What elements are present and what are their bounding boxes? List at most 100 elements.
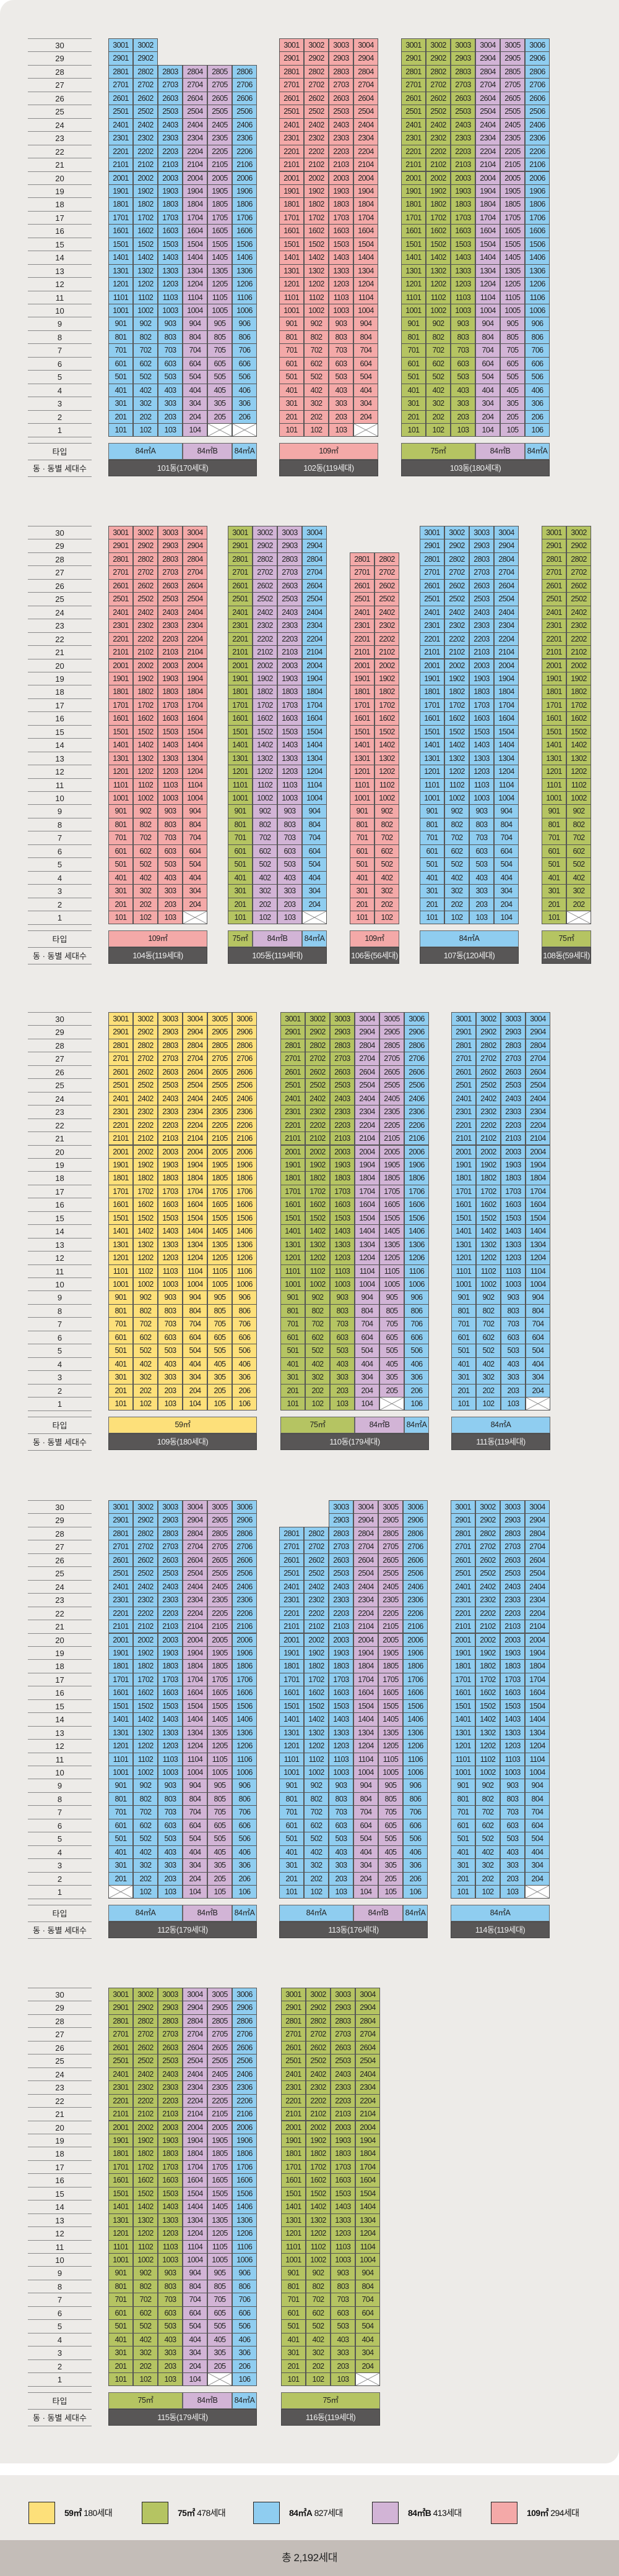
unit-cell: 2702 <box>476 1052 501 1066</box>
unit-cell: 2403 <box>469 605 494 620</box>
unit-cell: 202 <box>306 2359 331 2374</box>
unit-cell: 1404 <box>183 2200 207 2214</box>
unit-cell: 1404 <box>355 2200 380 2214</box>
unit-cell: 2605 <box>378 1553 403 1568</box>
floor-label: 28 <box>28 1038 92 1052</box>
unit-cell: 1201 <box>108 2226 133 2241</box>
unit-cell: 2405 <box>207 1579 232 1594</box>
unit-cell: 404 <box>475 383 500 398</box>
unit-cell: 1904 <box>525 1646 550 1660</box>
unit-cell: 1805 <box>500 197 525 212</box>
unit-cell: 2302 <box>476 1105 501 1119</box>
unit-cell: 2301 <box>401 131 426 145</box>
unit-cell: 201 <box>451 1871 475 1886</box>
unit-cell: 2702 <box>133 1540 158 1554</box>
unit-cell: 2902 <box>253 539 277 553</box>
unit-cell: 1403 <box>277 738 302 752</box>
unit-cell: 503 <box>158 857 183 872</box>
unit-cell: 2804 <box>494 552 519 567</box>
unit-cell: 304 <box>183 1858 207 1873</box>
unit-cell: 1101 <box>451 1752 475 1766</box>
unit-cell: 302 <box>444 884 469 898</box>
unit-cell: 2101 <box>420 645 444 659</box>
unit-cell: 3001 <box>420 526 444 540</box>
unit-cell: 1402 <box>133 2200 158 2214</box>
unit-cell: 2103 <box>329 158 353 172</box>
unit-cell: 1206 <box>232 1739 257 1753</box>
floor-label: 11 <box>28 290 92 304</box>
unit-cell: 3005 <box>379 1012 404 1026</box>
legend-area: 59㎡ <box>64 2508 82 2518</box>
unit-cell: 301 <box>451 1858 475 1873</box>
floor-label: 26 <box>28 1065 92 1078</box>
unit-cell: 601 <box>451 1818 475 1833</box>
unit-cell: 404 <box>526 1357 550 1372</box>
unit-cell: 1202 <box>133 1251 158 1265</box>
unit-cell: 2501 <box>350 592 374 606</box>
unit-cell: 803 <box>329 1792 353 1806</box>
unit-cell: 801 <box>108 1792 133 1806</box>
unit-cell: 1302 <box>133 751 158 766</box>
unit-cell: 104 <box>183 2372 207 2387</box>
unit-cell: 2303 <box>158 619 183 633</box>
unit-cell: 104 <box>183 423 207 437</box>
unit-cell: 102 <box>133 911 158 925</box>
unit-cell: 502 <box>133 370 158 384</box>
unit-cell: 2002 <box>253 658 277 672</box>
unit-cell: 1402 <box>304 251 329 265</box>
unit-cell: 2006 <box>403 1633 428 1647</box>
unit-cell: 202 <box>253 897 277 912</box>
unit-cell: 2001 <box>108 171 133 185</box>
unit-cell: 604 <box>183 1818 207 1833</box>
unit-cell: 2504 <box>526 1078 550 1093</box>
unit-cell: 1404 <box>353 1712 378 1727</box>
unit-cell: 2201 <box>228 632 253 646</box>
unit-cell: 2206 <box>232 144 257 159</box>
unit-cell: 2602 <box>133 2040 158 2055</box>
unit-cell: 2002 <box>133 1633 158 1647</box>
unit-cell: 1003 <box>330 1277 355 1292</box>
unit-cell: 905 <box>207 317 232 331</box>
floor-label: 3 <box>28 397 92 410</box>
unit-cell: 801 <box>401 330 426 345</box>
unit-cell: 1802 <box>253 685 277 699</box>
unit-cell: 1204 <box>183 277 207 291</box>
unit-cell: 1503 <box>501 1211 526 1226</box>
floor-label: 13 <box>28 1725 92 1739</box>
type-segment: 84㎡B <box>183 1904 232 1921</box>
unit-cell: 2002 <box>306 2120 331 2134</box>
unit-cell: 1802 <box>476 1171 501 1185</box>
unit-cell: 1704 <box>353 1672 378 1687</box>
unit-cell: 1702 <box>133 210 158 225</box>
unit-cell: 2202 <box>475 1606 500 1621</box>
unit-cell: 2501 <box>401 105 426 119</box>
unit-cell: 1502 <box>306 2186 331 2201</box>
unit-cell: 2803 <box>277 552 302 567</box>
legend-count: 294세대 <box>550 2508 579 2518</box>
unit-cell: 2006 <box>525 171 550 185</box>
unit-cell: 204 <box>355 1383 379 1398</box>
unit-cell: 2402 <box>253 605 277 620</box>
unit-cell: 1301 <box>451 1725 475 1740</box>
floor-label: 30 <box>28 1500 92 1513</box>
unit-cell: 3002 <box>306 1988 331 2002</box>
unit-cell: 2903 <box>158 1025 183 1039</box>
unit-cell: 201 <box>280 1383 305 1398</box>
floor-label: 23 <box>28 619 92 632</box>
unit-cell: 2304 <box>353 1593 378 1607</box>
unit-cell: 903 <box>451 317 475 331</box>
unit-cell: 706 <box>403 1805 428 1819</box>
unit-cell: 2502 <box>133 1078 158 1093</box>
unit-cell: 204 <box>475 410 500 424</box>
unit-cell: 1104 <box>183 2239 207 2254</box>
unit-cell: 2902 <box>304 51 329 66</box>
floor-label: 28 <box>28 2014 92 2027</box>
unit-cell: 1302 <box>133 2213 158 2228</box>
unit-cell: 3003 <box>451 38 475 53</box>
unit-cell: 302 <box>133 2346 158 2360</box>
unit-cell: 306 <box>232 2346 257 2360</box>
unit-cell: 1203 <box>330 1251 355 1265</box>
unit-cell: 3004 <box>183 1988 207 2002</box>
floor-label: 6 <box>28 2306 92 2319</box>
unit-cell: 405 <box>207 2332 232 2347</box>
